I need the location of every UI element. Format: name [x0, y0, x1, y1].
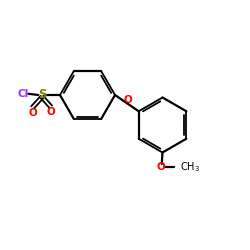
Text: S: S	[38, 88, 46, 102]
Text: CH$_3$: CH$_3$	[180, 160, 200, 174]
Text: Cl: Cl	[18, 89, 29, 99]
Text: O: O	[157, 162, 166, 172]
Text: O: O	[28, 108, 37, 118]
Text: O: O	[124, 95, 132, 105]
Text: O: O	[46, 107, 55, 117]
